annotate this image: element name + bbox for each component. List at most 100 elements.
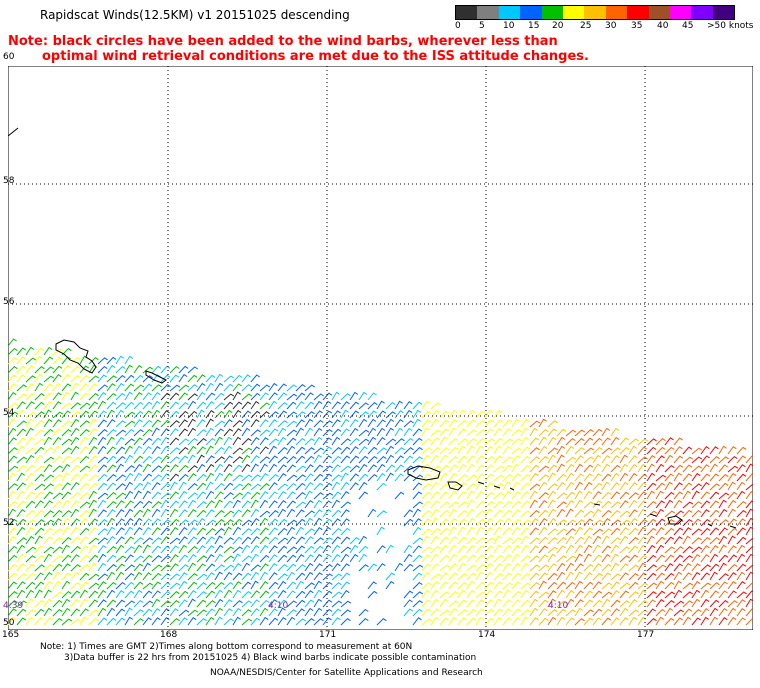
wind-barb (439, 454, 449, 464)
wind-barb (142, 554, 153, 563)
wind-barb (565, 562, 575, 572)
wind-barb (736, 617, 746, 626)
wind-barb (178, 481, 187, 491)
wind-barb (70, 402, 81, 410)
wind-barb (205, 463, 215, 473)
wind-barb (52, 599, 63, 608)
wind-barb (88, 527, 98, 536)
wind-barb (493, 474, 505, 482)
wind-barb (610, 455, 620, 464)
wind-barb (439, 483, 450, 491)
wind-barb (439, 447, 450, 455)
wind-barb (286, 526, 296, 536)
wind-barb (286, 500, 297, 509)
wind-barb (610, 519, 621, 527)
wind-barb (70, 554, 80, 563)
wind-barb (8, 508, 16, 518)
wind-barb (520, 510, 531, 518)
wind-barb (430, 546, 441, 554)
wind-barb (466, 572, 477, 581)
wind-barb (259, 571, 268, 581)
wind-barb (151, 437, 162, 446)
wind-barb (97, 419, 107, 428)
wind-barb (682, 582, 694, 590)
wind-barb (457, 562, 467, 572)
wind-barb (295, 455, 306, 464)
wind-barb (43, 553, 52, 563)
wind-barb (583, 544, 593, 554)
wind-barb (709, 456, 720, 464)
wind-barb (196, 609, 207, 617)
wind-barb (250, 527, 261, 536)
wind-barb (718, 535, 728, 545)
wind-barb (16, 573, 27, 581)
wind-barb (700, 598, 710, 608)
wind-barb (232, 483, 244, 491)
wind-barb (448, 572, 459, 581)
wind-barb (250, 508, 260, 518)
wind-barb (43, 436, 52, 446)
wind-barb (232, 546, 243, 554)
wind-barb (115, 492, 127, 500)
wind-barb (169, 392, 180, 401)
wind-barb (736, 536, 747, 545)
wind-barb (430, 500, 440, 509)
wind-barb (214, 553, 224, 563)
wind-barb (214, 616, 223, 626)
wind-barb (628, 518, 638, 527)
wind-barb (610, 599, 621, 608)
wind-barb (241, 555, 252, 563)
wind-barb (16, 374, 26, 383)
wind-barb (214, 463, 224, 473)
wind-barb (700, 616, 709, 626)
wind-barb (277, 436, 287, 446)
wind-barb (673, 580, 682, 590)
wind-barb (421, 463, 431, 473)
wind-barb (232, 436, 242, 446)
chart-title: Rapidscat Winds(12.5KM) v1 20151025 desc… (40, 8, 350, 22)
wind-barb (448, 501, 459, 509)
wind-barb (511, 473, 522, 482)
wind-barb (88, 582, 100, 590)
wind-barb (457, 589, 467, 599)
wind-barb (34, 581, 45, 590)
wind-barb (646, 518, 657, 527)
wind-barb (421, 528, 432, 536)
wind-barb (286, 411, 297, 419)
wind-barb (367, 473, 378, 482)
wind-barb (448, 427, 457, 437)
wind-barb (133, 364, 143, 374)
wind-barb (70, 473, 81, 482)
wind-barb (637, 526, 647, 536)
wind-barb (124, 572, 135, 581)
wind-barb (160, 384, 171, 392)
wind-barb (601, 455, 611, 464)
wind-barb (655, 580, 665, 590)
wind-barb (304, 384, 316, 392)
wind-barb (295, 618, 306, 626)
wind-barb (8, 490, 17, 500)
wind-barb (421, 455, 431, 464)
wind-barb (601, 491, 612, 500)
wind-barb (619, 481, 629, 491)
wind-barb (619, 563, 629, 572)
wind-barb (97, 573, 108, 581)
wind-barb (61, 428, 72, 437)
wind-barb (727, 527, 738, 536)
wind-barb (736, 553, 746, 563)
wind-barb (241, 438, 252, 446)
wind-barb (277, 554, 288, 563)
wind-barb (376, 437, 386, 446)
wind-barb (583, 429, 594, 437)
wind-barb (439, 536, 450, 545)
wind-barb (214, 456, 225, 464)
wind-barb (241, 562, 250, 572)
wind-barb (745, 571, 753, 581)
wind-barb (673, 499, 683, 509)
wind-barb (214, 528, 225, 536)
wind-barb (115, 571, 125, 581)
wind-barb (97, 410, 107, 419)
wind-barb (16, 482, 27, 491)
wind-barb (556, 492, 568, 500)
wind-barb (169, 420, 180, 428)
